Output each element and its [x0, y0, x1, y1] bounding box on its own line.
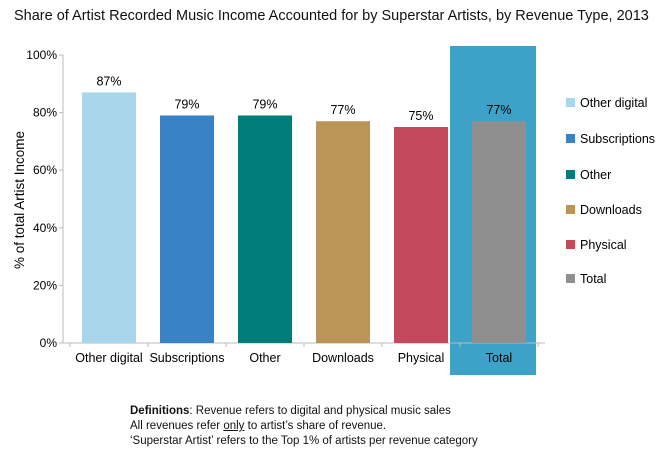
data-label: 77%: [330, 103, 355, 117]
chart-title: Share of Artist Recorded Music Income Ac…: [14, 8, 649, 24]
x-tick-label: Total: [486, 351, 512, 365]
y-tick-label: 80%: [33, 106, 57, 120]
y-tick-label: 20%: [33, 278, 57, 292]
data-label: 79%: [252, 97, 277, 111]
note-line3: ‘Superstar Artist’ refers to the Top 1% …: [130, 435, 478, 447]
legend-label: Other digital: [580, 96, 647, 110]
y-tick-label: 60%: [33, 163, 57, 177]
legend-swatch: [566, 240, 575, 249]
x-tick-label: Other: [249, 351, 280, 365]
bar-other-digital: [82, 92, 136, 343]
bar-subscriptions: [160, 115, 214, 343]
legend-swatch: [566, 98, 575, 107]
note-line2-underlined: only: [223, 420, 245, 432]
data-label: 75%: [408, 109, 433, 123]
y-tick-label: 0%: [40, 336, 58, 350]
data-label: 87%: [96, 74, 121, 88]
note-line2a: All revenues refer: [130, 420, 224, 432]
y-tick-label: 40%: [33, 221, 57, 235]
legend-label: Physical: [580, 238, 627, 252]
y-tick-label: 100%: [26, 48, 57, 62]
definitions-note: Definitions: Revenue refers to digital a…: [130, 404, 478, 449]
legend-swatch: [566, 205, 575, 214]
data-label: 79%: [174, 97, 199, 111]
note-line2b: to artist’s share of revenue.: [244, 420, 387, 432]
legend-swatch: [566, 134, 575, 143]
bar-other: [238, 115, 292, 343]
bar-physical: [394, 127, 448, 343]
x-tick-label: Physical: [398, 351, 445, 365]
x-tick-label: Downloads: [312, 351, 374, 365]
x-tick-label: Other digital: [75, 351, 142, 365]
legend-label: Downloads: [580, 203, 642, 217]
x-tick-label: Subscriptions: [149, 351, 224, 365]
legend-swatch: [566, 274, 575, 283]
legend-label: Subscriptions: [580, 132, 655, 146]
bar-downloads: [316, 121, 370, 344]
definitions-label: Definitions: [130, 405, 190, 417]
legend-swatch: [566, 170, 575, 179]
data-label: 77%: [486, 103, 511, 117]
bar-total: [472, 121, 526, 344]
definitions-text: : Revenue refers to digital and physical…: [189, 405, 451, 417]
legend-label: Total: [580, 272, 606, 286]
legend-label: Other: [580, 168, 611, 182]
y-axis-label: % of total Artist Income: [12, 131, 27, 269]
